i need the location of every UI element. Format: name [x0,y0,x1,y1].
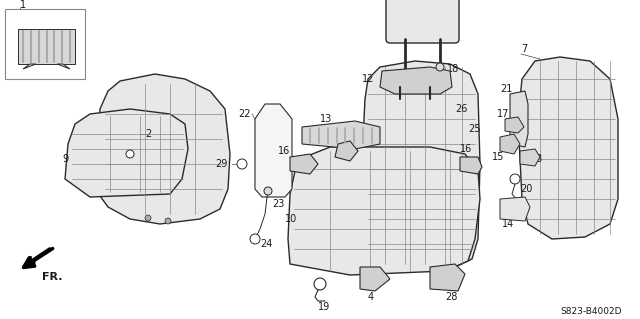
Polygon shape [290,154,318,174]
Ellipse shape [145,215,151,221]
Text: 1: 1 [20,0,26,10]
Text: 17: 17 [497,109,509,119]
Text: 15: 15 [492,152,504,162]
Text: 28: 28 [445,292,458,302]
Text: 14: 14 [502,219,515,229]
Polygon shape [95,74,230,224]
FancyBboxPatch shape [386,0,459,43]
Polygon shape [5,9,85,79]
Ellipse shape [126,150,134,158]
Text: 26: 26 [455,104,467,114]
Text: 12: 12 [362,74,374,84]
Polygon shape [505,117,524,133]
Text: 7: 7 [521,44,527,54]
Text: 22: 22 [238,109,250,119]
Polygon shape [362,61,480,269]
Text: 13: 13 [320,114,332,124]
Polygon shape [430,264,465,291]
Text: 19: 19 [318,302,330,312]
Text: 16: 16 [460,144,472,154]
Ellipse shape [314,278,326,290]
Text: 16: 16 [278,146,291,156]
Polygon shape [302,121,380,149]
Polygon shape [518,57,618,239]
Text: 29: 29 [216,159,228,169]
Polygon shape [380,67,452,94]
Ellipse shape [436,63,444,71]
Text: 27: 27 [355,136,367,146]
Polygon shape [500,134,520,154]
Ellipse shape [250,234,260,244]
Polygon shape [57,64,70,69]
Text: 9: 9 [62,154,68,164]
Text: 23: 23 [272,199,284,209]
Polygon shape [460,157,482,174]
Polygon shape [500,197,530,221]
Text: 21: 21 [500,84,513,94]
Polygon shape [65,109,188,197]
Ellipse shape [510,174,520,184]
Text: 4: 4 [368,292,374,302]
Polygon shape [510,91,528,147]
Polygon shape [520,149,540,166]
Polygon shape [335,141,358,161]
Polygon shape [255,104,292,197]
Polygon shape [23,64,36,69]
Ellipse shape [237,159,247,169]
Ellipse shape [165,218,171,224]
Text: 24: 24 [260,239,273,249]
Text: 20: 20 [520,184,532,194]
Polygon shape [360,267,390,291]
Text: 18: 18 [447,64,460,74]
Text: FR.: FR. [42,272,63,282]
Ellipse shape [264,187,272,195]
Polygon shape [18,29,75,64]
Text: 8: 8 [535,154,541,164]
Text: 25: 25 [468,124,481,134]
Polygon shape [288,147,480,275]
Text: 2: 2 [145,129,151,139]
Text: S823-B4002D: S823-B4002D [560,307,621,315]
Text: 10: 10 [285,214,297,224]
